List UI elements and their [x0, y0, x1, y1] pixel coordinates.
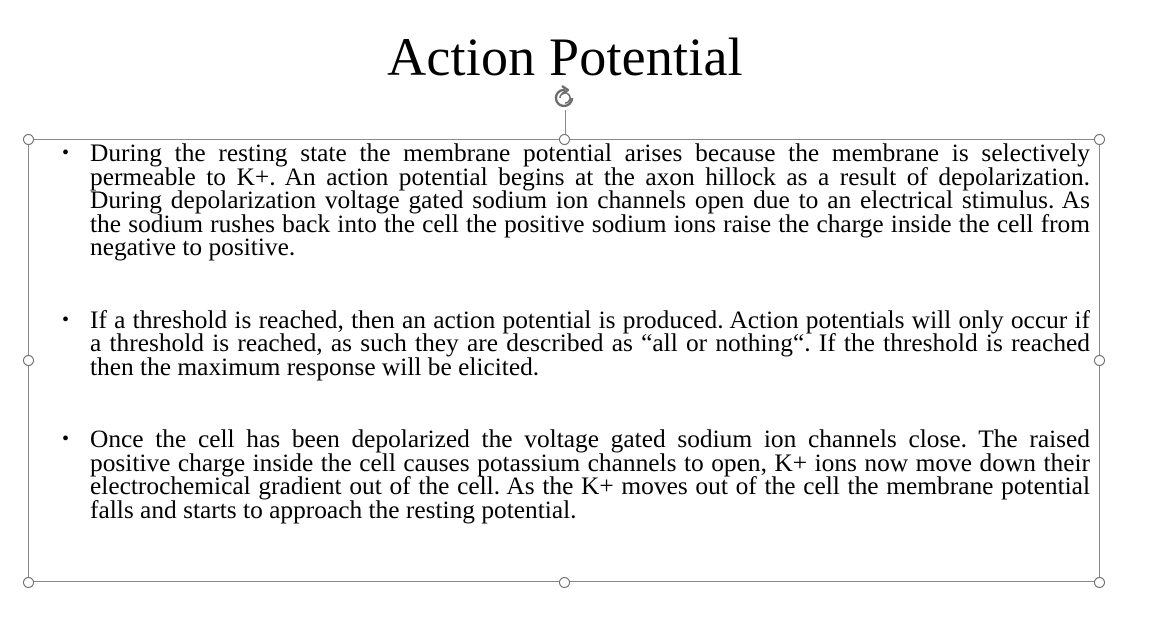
slide-title[interactable]: Action Potential [387, 27, 743, 87]
rotate-handle-icon[interactable] [550, 84, 580, 112]
bullet-list: • During the resting state the membrane … [62, 139, 1090, 571]
list-item[interactable]: • Once the cell has been depolarized the… [62, 425, 1090, 524]
bullet-text: If a threshold is reached, then an actio… [90, 305, 1090, 381]
bullet-marker: • [62, 142, 70, 164]
resize-handle-top[interactable] [559, 134, 570, 145]
bullet-marker: • [62, 428, 70, 450]
resize-handle-top-right[interactable] [1094, 134, 1105, 145]
rotate-connector [565, 110, 566, 134]
list-item[interactable]: • During the resting state the membrane … [62, 139, 1090, 261]
content-text-box[interactable]: • During the resting state the membrane … [28, 139, 1100, 582]
resize-handle-left[interactable] [23, 355, 34, 366]
resize-handle-bottom-right[interactable] [1094, 577, 1105, 588]
bullet-text: Once the cell has been depolarized the v… [90, 425, 1090, 524]
bullet-text: During the resting state the membrane po… [90, 139, 1090, 261]
resize-handle-bottom-left[interactable] [23, 577, 34, 588]
bullet-marker: • [62, 308, 70, 331]
resize-handle-top-left[interactable] [23, 134, 34, 145]
list-item[interactable]: • If a threshold is reached, then an act… [62, 305, 1090, 381]
resize-handle-bottom[interactable] [559, 577, 570, 588]
resize-handle-right[interactable] [1094, 355, 1105, 366]
